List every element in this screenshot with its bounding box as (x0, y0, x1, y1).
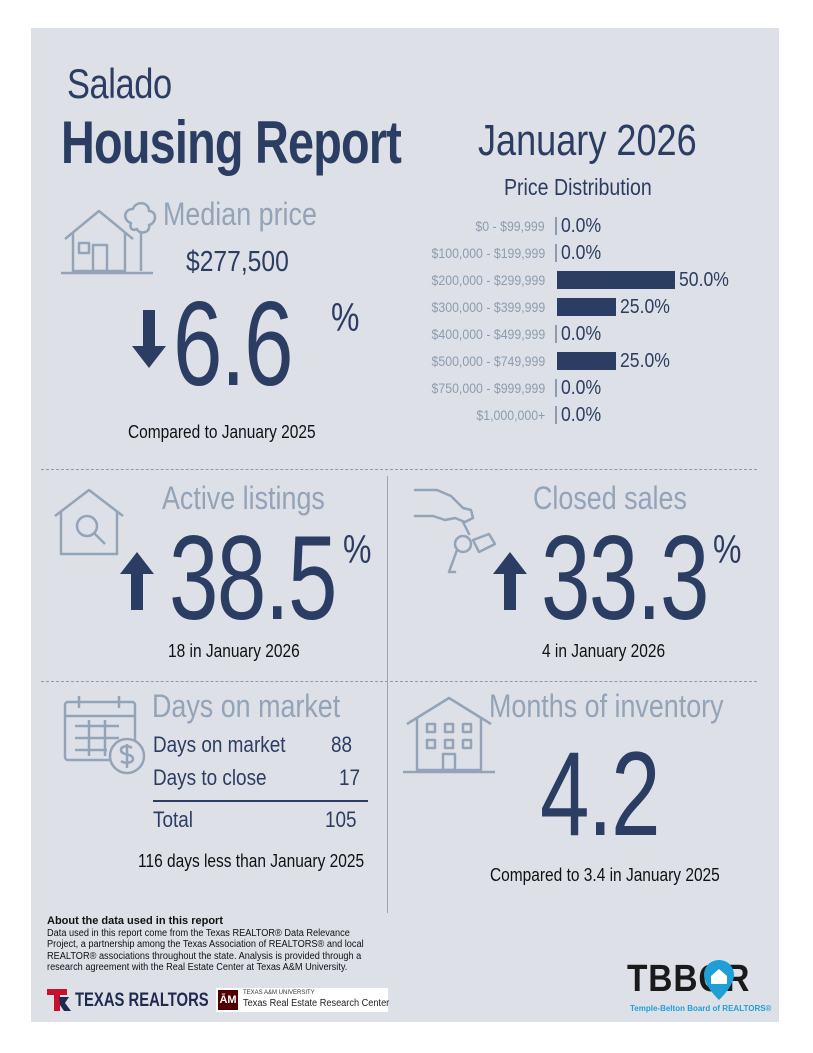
price-range-label: $0 - $99,999 (475, 218, 545, 234)
median-price-pct-sign: % (331, 296, 360, 340)
report-period: January 2026 (478, 116, 697, 165)
closed-sales-pct-sign: % (713, 528, 742, 572)
dom-total-value: 105 (325, 807, 357, 832)
tbbor-fullname: Temple-Belton Board of REALTORS® (630, 1004, 772, 1013)
apartment-building-icon (403, 696, 495, 774)
months-inventory-label: Months of inventory (489, 688, 724, 724)
price-distribution-percent: 25.0% (620, 296, 670, 318)
tamu-small-text: TEXAS A&M UNIVERSITY (243, 990, 315, 996)
section-divider-2 (41, 681, 757, 682)
closed-sales-caption: 4 in January 2026 (542, 641, 666, 661)
tamu-mark-icon: ĀM (218, 990, 238, 1010)
days-on-market-label: Days on market (152, 688, 341, 724)
about-text: Data used in this report come from the T… (47, 928, 364, 974)
price-distribution-percent: 0.0% (561, 215, 602, 237)
price-range-label: $500,000 - $749,999 (431, 353, 545, 369)
price-distribution-percent: 0.0% (561, 323, 602, 345)
price-range-label: $400,000 - $499,999 (431, 326, 545, 342)
active-listings-pct-sign: % (343, 528, 372, 572)
house-tree-icon (61, 202, 157, 275)
price-distribution-percent: 50.0% (679, 269, 729, 291)
price-distribution-axis-tick (555, 379, 557, 397)
median-price-label: Median price (163, 196, 317, 232)
city-name: Salado (67, 60, 172, 107)
price-distribution-percent: 0.0% (561, 242, 602, 264)
tamu-center-text: Texas Real Estate Research Center (243, 998, 390, 1009)
price-distribution-axis-tick (555, 325, 557, 343)
price-range-label: $100,000 - $199,999 (431, 245, 545, 261)
price-distribution-axis-tick (555, 406, 557, 424)
price-distribution-row: $400,000 - $499,999 0.0% (31, 323, 779, 346)
report-title: Housing Report (61, 109, 402, 176)
price-range-label: $750,000 - $999,999 (431, 380, 545, 396)
median-price-compare: Compared to January 2025 (128, 422, 316, 442)
price-distribution-bar (557, 352, 616, 370)
active-listings-label: Active listings (162, 480, 325, 516)
median-price-value: $277,500 (186, 246, 289, 278)
texas-realtors-wordmark: TEXAS REALTORS (75, 990, 209, 1011)
price-distribution-bar (557, 271, 675, 289)
texas-realtors-logo: TEXAS REALTORS (47, 988, 209, 1012)
months-inventory-value: 4.2 (540, 727, 660, 861)
price-distribution-row: $100,000 - $199,999 0.0% (31, 242, 779, 265)
calendar-dollar-icon (63, 696, 146, 775)
price-distribution-row: $300,000 - $399,999 25.0% (31, 296, 779, 319)
map-pin-house-icon (704, 960, 734, 1000)
median-price-change: 6.6 (173, 277, 293, 411)
dom-total-rule (153, 800, 368, 802)
price-distribution-percent: 25.0% (620, 350, 670, 372)
column-divider (387, 476, 388, 913)
price-distribution-axis-tick (555, 217, 557, 235)
price-distribution-row: $200,000 - $299,999 50.0% (31, 269, 779, 292)
price-distribution-axis-tick (555, 244, 557, 262)
house-search-icon (54, 488, 124, 556)
hand-key-icon (413, 488, 497, 574)
report-panel: Salado Housing Report January 2026 Media… (31, 28, 779, 1022)
closed-sales-change: 33.3 (541, 511, 709, 645)
active-listings-change: 38.5 (169, 511, 337, 645)
price-distribution-bar (557, 298, 616, 316)
tbbor-logo: TBBOR Temple-Belton Board of REALTORS® (627, 958, 772, 1018)
price-range-label: $300,000 - $399,999 (431, 299, 545, 315)
months-inventory-caption: Compared to 3.4 in January 2025 (490, 865, 720, 885)
price-distribution-row: $1,000,000+ 0.0% (31, 404, 779, 427)
price-distribution-row: $0 - $99,999 0.0% (31, 215, 779, 238)
about-title: About the data used in this report (47, 915, 224, 927)
texas-realtors-mark-icon (47, 989, 71, 1011)
closed-sales-label: Closed sales (533, 480, 687, 516)
tamu-logo: ĀM TEXAS A&M UNIVERSITY Texas Real Estat… (216, 988, 390, 1012)
dom-row-value-2: 17 (339, 765, 361, 790)
price-distribution-row: $750,000 - $999,999 0.0% (31, 377, 779, 400)
price-distribution-title: Price Distribution (504, 174, 652, 200)
price-distribution-row: $500,000 - $749,999 25.0% (31, 350, 779, 373)
down-arrow-icon (132, 310, 166, 368)
price-distribution-percent: 0.0% (561, 377, 602, 399)
dom-row-value-1: 88 (331, 732, 353, 757)
price-distribution-percent: 0.0% (561, 404, 602, 426)
price-range-label: $1,000,000+ (476, 407, 545, 423)
up-arrow-icon (120, 552, 154, 610)
dom-row-name-2: Days to close (153, 765, 267, 790)
up-arrow-icon (493, 552, 527, 610)
section-divider-1 (41, 469, 757, 470)
days-on-market-caption: 116 days less than January 2025 (138, 851, 365, 871)
active-listings-caption: 18 in January 2026 (168, 641, 300, 661)
dom-row-name-1: Days on market (153, 732, 286, 757)
price-range-label: $200,000 - $299,999 (431, 272, 545, 288)
dom-total-label: Total (153, 807, 193, 832)
